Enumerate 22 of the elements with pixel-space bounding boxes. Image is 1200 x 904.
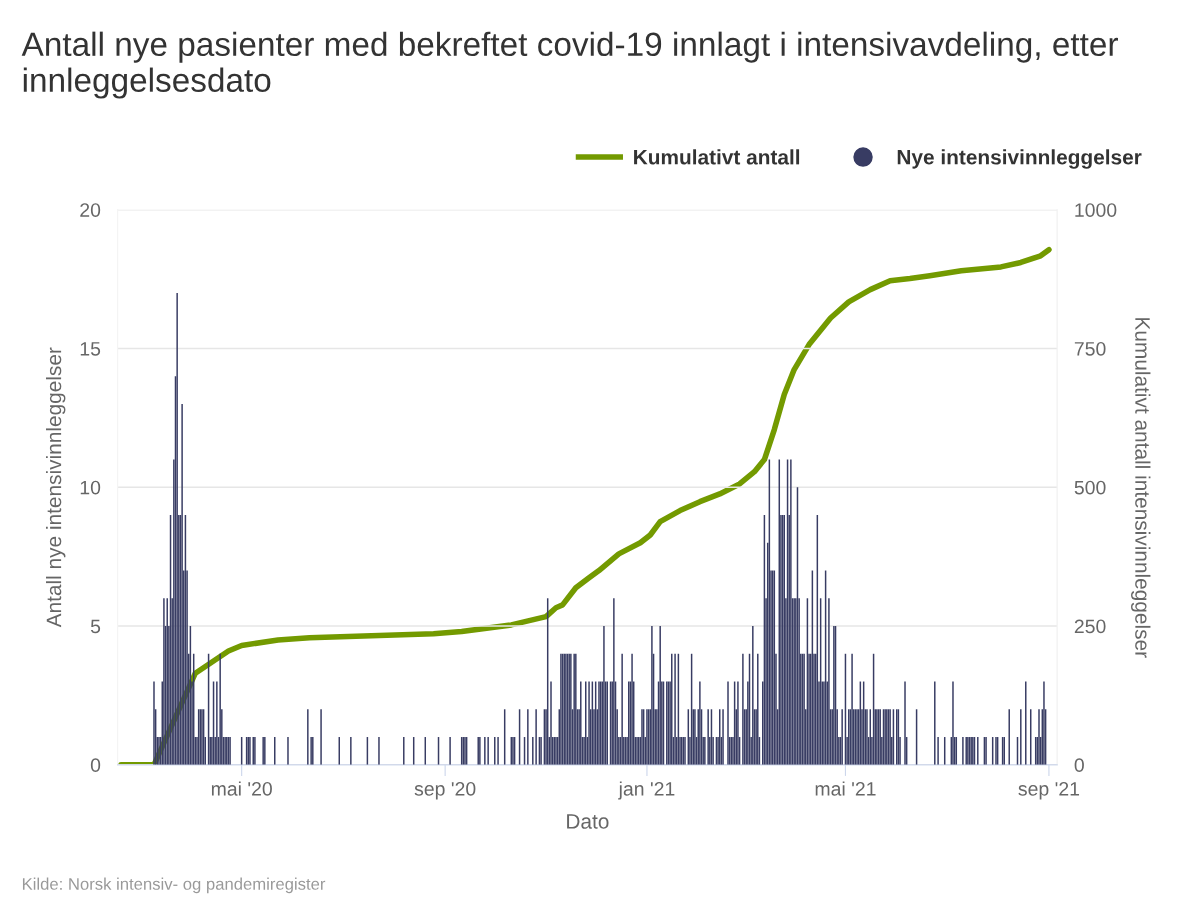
chart-title: Antall nye pasienter med bekreftet covid-19 innlagt i intensivavdeling, etter innleggelsesdato	[21, 31, 1118, 99]
y-tick-label: 0	[90, 758, 101, 773]
y2-tick-label: 0	[1074, 758, 1084, 773]
x-tick-label: mai '21	[815, 781, 876, 796]
x-tick-label: mai '20	[211, 781, 272, 796]
y2-tick-label: 1000	[1075, 203, 1117, 217]
legend-label: Kumulativt antall	[634, 149, 800, 165]
y2-tick-label: 250	[1074, 619, 1106, 634]
legend-label: Nye intensivinnleggelser	[897, 149, 1142, 169]
y-tick-label: 20	[80, 203, 101, 217]
text: Kilde: Norsk intensiv- og pandemiregister	[22, 877, 326, 894]
x-tick-label: sep '21	[1018, 781, 1080, 800]
y2-tick-label: 500	[1074, 480, 1106, 495]
x-tick-label: sep '20	[414, 781, 476, 800]
y-axis-title: Antall nye intensivinnleggelser	[46, 347, 66, 628]
y-tick-label: 5	[90, 619, 101, 634]
y2-axis-title: Kumulativt antall intensivinnleggelser	[1131, 318, 1151, 658]
y-tick-label: 10	[80, 480, 101, 495]
x-axis-title: Dato	[567, 814, 609, 829]
y2-tick-label: 750	[1074, 341, 1106, 356]
y-tick-label: 15	[80, 342, 101, 356]
x-tick-label: jan '21	[618, 781, 675, 800]
